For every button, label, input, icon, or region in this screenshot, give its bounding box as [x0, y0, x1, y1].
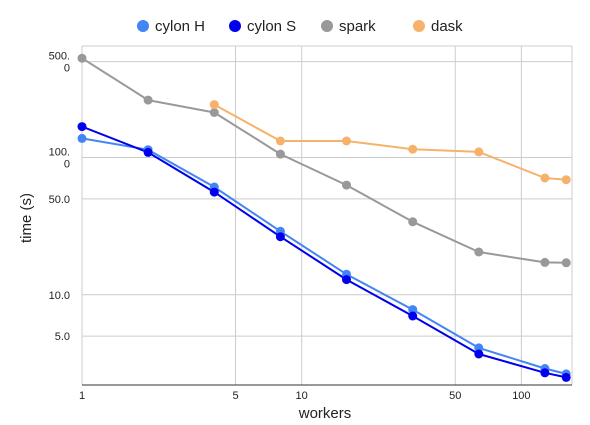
- data-point-cylon-s[interactable]: [209, 187, 219, 197]
- legend-item-dask[interactable]: dask: [413, 18, 463, 35]
- data-point-spark[interactable]: [77, 53, 87, 63]
- legend-label: cylon H: [155, 18, 205, 35]
- data-point-dask[interactable]: [474, 147, 484, 157]
- y-axis-ticks: 5.0 10.0 50.0 100. 0 500. 0: [49, 51, 70, 343]
- x-axis-title: workers: [298, 405, 352, 422]
- series-points: [77, 53, 571, 382]
- data-point-spark[interactable]: [540, 257, 550, 267]
- y-tick-label: 10.0: [49, 290, 70, 302]
- data-point-dask[interactable]: [342, 136, 351, 146]
- legend-item-cylon-h[interactable]: cylon H: [137, 18, 205, 35]
- data-point-dask[interactable]: [561, 175, 571, 185]
- x-tick-label: 50: [449, 390, 461, 402]
- x-tick-label: 1: [79, 390, 85, 402]
- y-tick-label: 50.0: [49, 194, 70, 206]
- data-point-cylon-s[interactable]: [540, 368, 550, 378]
- data-point-spark[interactable]: [408, 217, 418, 227]
- data-point-spark[interactable]: [342, 180, 351, 190]
- data-point-cylon-h[interactable]: [77, 133, 87, 143]
- data-point-cylon-s[interactable]: [77, 122, 87, 132]
- data-point-cylon-s[interactable]: [408, 311, 418, 321]
- y-axis-title: time (s): [18, 193, 35, 243]
- x-tick-label: 100: [512, 390, 530, 402]
- legend-label: spark: [339, 18, 376, 35]
- legend-marker: [413, 20, 425, 32]
- x-axis-ticks: 1 5 10 50 100: [79, 390, 531, 402]
- legend-item-spark[interactable]: spark: [321, 18, 376, 35]
- data-point-spark[interactable]: [209, 108, 219, 117]
- data-point-cylon-s[interactable]: [561, 372, 571, 382]
- series-line-cylon-s: [81, 125, 567, 379]
- data-point-dask[interactable]: [209, 100, 219, 110]
- x-tick-label: 5: [232, 390, 238, 402]
- data-point-cylon-h[interactable]: [408, 305, 418, 315]
- data-point-cylon-s[interactable]: [342, 275, 351, 285]
- data-point-cylon-s[interactable]: [474, 349, 484, 359]
- data-point-dask[interactable]: [540, 173, 550, 183]
- data-point-dask[interactable]: [275, 136, 285, 146]
- y-tick-label: 100. 0: [49, 147, 70, 171]
- series-line-dask: [213, 103, 567, 181]
- legend-label: dask: [431, 18, 463, 35]
- grid: [81, 45, 573, 386]
- legend[interactable]: cylon H cylon S spark dask: [137, 18, 463, 35]
- series-lines: [81, 57, 567, 379]
- data-point-spark[interactable]: [143, 95, 153, 105]
- data-point-spark[interactable]: [275, 149, 285, 159]
- legend-marker: [229, 20, 241, 32]
- legend-label: cylon S: [247, 18, 296, 35]
- legend-item-cylon-s[interactable]: cylon S: [229, 18, 296, 35]
- series-line-spark: [81, 57, 567, 264]
- legend-marker: [321, 20, 333, 32]
- data-point-dask[interactable]: [408, 144, 418, 154]
- data-point-cylon-s[interactable]: [275, 232, 285, 242]
- data-point-cylon-s[interactable]: [143, 147, 153, 157]
- y-tick-label: 5.0: [55, 331, 70, 343]
- y-tick-label: 500. 0: [49, 51, 70, 75]
- legend-marker: [137, 20, 149, 32]
- x-tick-label: 10: [296, 390, 308, 402]
- data-point-spark[interactable]: [474, 247, 484, 257]
- data-point-spark[interactable]: [561, 258, 571, 268]
